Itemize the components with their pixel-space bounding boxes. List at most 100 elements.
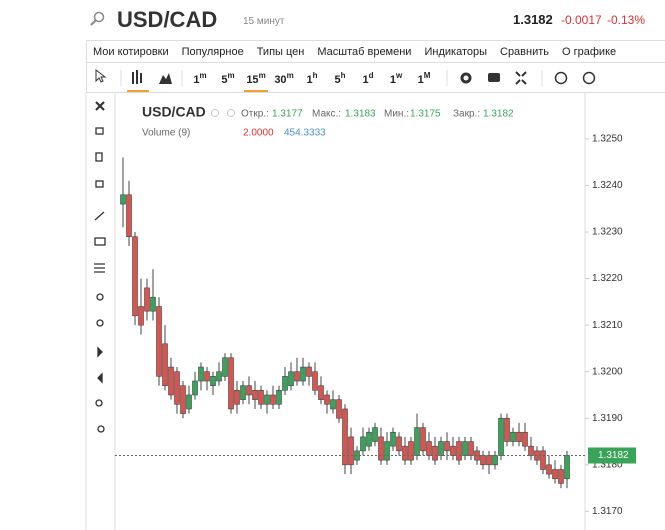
download-icon: [554, 71, 568, 85]
candle-body: [174, 371, 180, 405]
upload-icon: [582, 71, 596, 85]
interval: 15 минут: [243, 16, 285, 27]
candle-body: [378, 436, 384, 461]
legend-symbol: USD/CAD: [142, 104, 206, 120]
candle-body: [558, 469, 564, 484]
interval-unit: m: [287, 71, 294, 80]
candle-body: [348, 436, 354, 466]
candle-body: [420, 427, 426, 452]
interval-button[interactable]: 5h: [334, 71, 345, 86]
candle-body: [366, 431, 372, 447]
candle-body: [318, 385, 324, 400]
legend-label: Макс.:: [312, 109, 341, 120]
interval-unit: h: [313, 71, 318, 80]
candle-body: [138, 306, 144, 326]
candle-body: [144, 287, 150, 312]
candle-body: [210, 376, 216, 386]
candles-icon: [132, 70, 142, 84]
candle-body: [282, 376, 288, 391]
candle-body: [372, 427, 378, 442]
candle-body: [306, 366, 312, 377]
candle-body: [216, 371, 222, 382]
menu-item[interactable]: Масштаб времени: [317, 45, 412, 58]
candle-body: [126, 194, 132, 237]
interval-unit: h: [341, 71, 346, 80]
candle-body: [540, 450, 546, 470]
interval-num: 1: [362, 74, 368, 86]
candle-body: [162, 343, 168, 386]
drawing-tools: [94, 101, 106, 433]
candle-body: [132, 236, 138, 317]
candle-body: [234, 390, 240, 405]
symbol: USD/CAD: [117, 7, 218, 32]
candle-body: [186, 394, 192, 410]
interval-unit: d: [369, 71, 374, 80]
menu-item[interactable]: Индикаторы: [424, 45, 487, 58]
candle-body: [426, 441, 432, 456]
menu-item[interactable]: О графике: [562, 45, 617, 58]
candle-body: [498, 417, 504, 456]
interval-button[interactable]: 15m: [246, 71, 265, 86]
interval-button[interactable]: 30m: [274, 71, 293, 86]
interval-button[interactable]: 1m: [193, 71, 206, 86]
legend-value: 1.3177: [272, 109, 303, 120]
candle-body: [252, 390, 258, 400]
candle-body: [414, 427, 420, 456]
interval-button[interactable]: 1h: [306, 71, 317, 86]
interval-num: 1: [306, 74, 312, 86]
candle-body: [450, 445, 456, 456]
interval-button[interactable]: 1d: [362, 71, 373, 86]
interval-button[interactable]: 1M: [418, 71, 431, 86]
candle-body: [276, 390, 282, 405]
candle-body: [462, 441, 468, 456]
y-tick-label: 1.3230: [592, 227, 623, 238]
legend-label: Откр.:: [241, 109, 269, 120]
candle-body: [486, 455, 492, 466]
legend-label: Закр.:: [453, 109, 480, 120]
candle-body: [528, 445, 534, 456]
cursor-icon: [95, 68, 107, 83]
interval-num: 15: [246, 74, 258, 86]
y-tick-label: 1.3240: [592, 180, 623, 191]
search-icon[interactable]: [88, 10, 106, 28]
candle-body: [258, 390, 264, 405]
candle-body: [408, 441, 414, 461]
candle-body: [360, 436, 366, 452]
candle-body: [546, 464, 552, 475]
interval-button[interactable]: 1w: [390, 71, 403, 86]
candle-body: [240, 385, 246, 400]
y-tick-label: 1.3250: [592, 134, 623, 145]
toolbar: [86, 63, 665, 93]
candle-body: [432, 445, 438, 461]
candle-body: [288, 371, 294, 386]
interval-button[interactable]: 5m: [221, 71, 234, 86]
candle-body: [270, 394, 276, 405]
candle-body: [330, 399, 336, 410]
legend-value: 1.3182: [483, 109, 514, 120]
volume-label: Volume (9): [142, 128, 190, 139]
menu-item[interactable]: Сравнить: [500, 45, 550, 58]
volume-value: 2.0000: [243, 128, 274, 139]
candle-body: [444, 441, 450, 452]
interval-unit: m: [259, 71, 266, 80]
menu-item[interactable]: Типы цен: [256, 45, 305, 58]
candle-body: [492, 455, 498, 466]
settings-icon: [227, 109, 235, 117]
interval-unit: m: [200, 71, 207, 80]
menu-item[interactable]: Мои котировки: [93, 45, 169, 58]
candle-body: [336, 399, 342, 419]
candle-body: [390, 431, 396, 447]
legend-label: Мин.:: [384, 109, 409, 120]
candle-body: [264, 394, 270, 405]
candle-body: [552, 469, 558, 480]
y-tick-label: 1.3180: [592, 459, 623, 470]
candle-body: [468, 441, 474, 456]
candle-body: [438, 441, 444, 456]
y-tick-label: 1.3190: [592, 413, 623, 424]
last-price-box: [588, 447, 636, 464]
candle-body: [150, 296, 156, 312]
menu-item[interactable]: Популярное: [181, 45, 244, 58]
y-tick-label: 1.3210: [592, 320, 623, 331]
y-tick-label: 1.3200: [592, 366, 623, 377]
